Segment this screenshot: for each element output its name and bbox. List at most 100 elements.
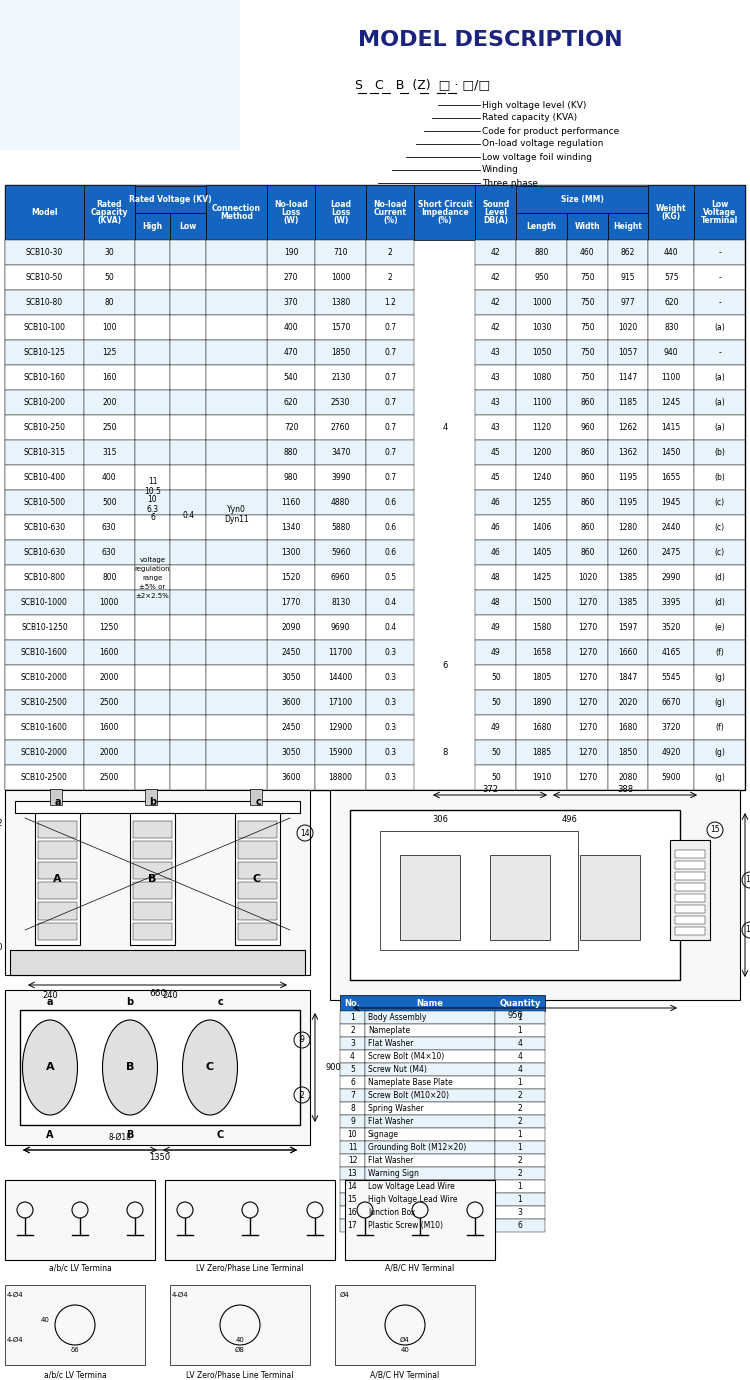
Bar xyxy=(340,1063,365,1076)
Bar xyxy=(84,339,135,364)
Bar xyxy=(675,905,705,914)
Bar xyxy=(648,415,694,440)
Text: 1910: 1910 xyxy=(532,773,551,782)
Text: 1885: 1885 xyxy=(532,748,551,758)
Text: 750: 750 xyxy=(580,323,595,333)
Text: 2: 2 xyxy=(388,273,393,282)
Bar xyxy=(648,185,694,240)
Bar xyxy=(366,290,415,315)
Text: 1147: 1147 xyxy=(619,373,638,382)
Text: 1240: 1240 xyxy=(532,473,551,482)
Bar xyxy=(694,640,745,665)
Bar xyxy=(476,490,516,515)
Text: 3600: 3600 xyxy=(281,773,301,782)
Bar xyxy=(315,364,366,391)
Text: 50: 50 xyxy=(491,673,501,682)
Bar xyxy=(170,415,206,440)
Text: 2000: 2000 xyxy=(100,673,119,682)
Bar xyxy=(366,715,415,740)
Bar xyxy=(495,1127,545,1141)
Text: 1280: 1280 xyxy=(619,523,638,533)
Bar xyxy=(170,640,206,665)
Text: 3520: 3520 xyxy=(662,622,681,632)
Text: 1270: 1270 xyxy=(578,598,597,607)
Text: Connection: Connection xyxy=(212,204,261,213)
Text: 0.3: 0.3 xyxy=(384,698,396,707)
Bar xyxy=(133,882,172,900)
Bar xyxy=(84,364,135,391)
Bar xyxy=(5,290,84,315)
Bar xyxy=(330,789,740,1000)
Bar xyxy=(267,690,315,715)
Bar xyxy=(206,391,267,415)
Text: 1260: 1260 xyxy=(619,548,638,558)
Text: 1655: 1655 xyxy=(662,473,681,482)
Bar xyxy=(206,364,267,391)
Text: 2: 2 xyxy=(350,1025,355,1035)
Text: 43: 43 xyxy=(491,424,501,432)
Text: 4: 4 xyxy=(518,1039,523,1047)
Text: 1: 1 xyxy=(518,1130,522,1138)
Text: 2: 2 xyxy=(518,1104,522,1114)
Bar xyxy=(340,1103,365,1115)
Text: 40: 40 xyxy=(40,1317,50,1323)
Text: 8: 8 xyxy=(442,748,448,758)
Text: 2440: 2440 xyxy=(662,523,681,533)
Text: 6: 6 xyxy=(350,1078,355,1087)
Text: No-load: No-load xyxy=(274,200,308,208)
Bar xyxy=(315,765,366,789)
Bar xyxy=(366,740,415,765)
Bar xyxy=(5,989,310,1145)
Text: 1847: 1847 xyxy=(619,673,638,682)
Bar xyxy=(608,715,648,740)
Bar xyxy=(267,591,315,615)
Text: a: a xyxy=(46,996,53,1007)
Bar xyxy=(648,540,694,564)
Text: 977: 977 xyxy=(621,298,635,306)
Text: B: B xyxy=(126,1063,134,1072)
Text: 7: 7 xyxy=(350,1092,355,1100)
Bar xyxy=(476,515,516,540)
Bar xyxy=(135,465,170,490)
Bar xyxy=(366,315,415,339)
Text: 17100: 17100 xyxy=(328,698,352,707)
Text: 372: 372 xyxy=(482,785,498,795)
Bar xyxy=(567,339,608,364)
Bar xyxy=(340,1036,365,1050)
Bar xyxy=(135,740,170,765)
Text: Flat Washer: Flat Washer xyxy=(368,1116,413,1126)
Bar xyxy=(238,821,277,838)
Bar xyxy=(567,391,608,415)
Text: regulation: regulation xyxy=(135,566,170,571)
Bar xyxy=(170,290,206,315)
Text: 240: 240 xyxy=(162,991,178,999)
Text: High voltage level (KV): High voltage level (KV) xyxy=(482,101,586,109)
Bar xyxy=(567,515,608,540)
Text: 160: 160 xyxy=(102,373,116,382)
Bar xyxy=(648,715,694,740)
Bar xyxy=(170,740,206,765)
Bar xyxy=(38,923,77,940)
Bar xyxy=(675,916,705,925)
Bar xyxy=(135,515,170,540)
Text: 0.3: 0.3 xyxy=(384,773,396,782)
Bar xyxy=(608,765,648,789)
Bar xyxy=(5,465,84,490)
Text: 2: 2 xyxy=(518,1092,522,1100)
Text: 45: 45 xyxy=(491,448,501,457)
Text: 1385: 1385 xyxy=(619,573,638,582)
Bar xyxy=(366,415,415,440)
Text: Winding: Winding xyxy=(482,166,519,174)
Text: 620: 620 xyxy=(664,298,679,306)
Bar xyxy=(694,339,745,364)
Bar xyxy=(567,465,608,490)
Bar xyxy=(315,290,366,315)
Bar xyxy=(238,842,277,858)
Text: 862: 862 xyxy=(621,248,635,257)
Bar xyxy=(366,391,415,415)
Bar xyxy=(340,1050,365,1063)
Text: 42: 42 xyxy=(491,273,500,282)
Bar xyxy=(5,185,745,240)
Bar xyxy=(5,391,84,415)
Bar xyxy=(694,265,745,290)
